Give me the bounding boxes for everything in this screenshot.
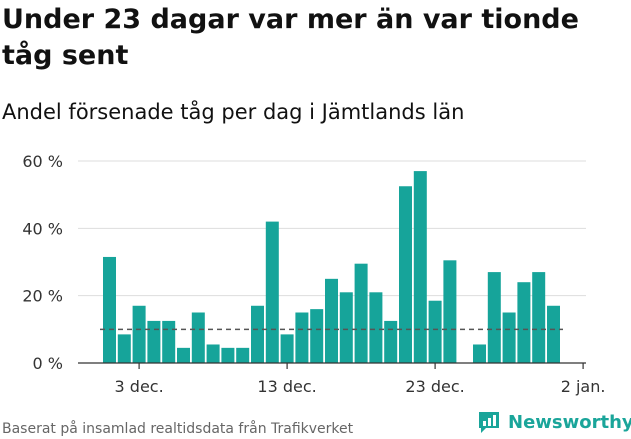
bar [103,256,116,363]
y-tick-label: 40 % [22,219,63,238]
newsworthy-logo-icon [479,412,499,433]
bar [399,186,412,363]
chart-title: Under 23 dagar var mer än var tionde tåg… [2,4,579,71]
x-tick-label: 13 dec. [257,377,316,396]
bar [295,312,309,363]
brand-name: Newsworthy [508,411,631,433]
bar [177,347,190,363]
bar [443,260,457,363]
bar [473,344,486,363]
source-note: Baserat på insamlad realtidsdata från Tr… [2,421,354,437]
bar [221,347,235,363]
bar [547,305,560,363]
y-tick-label: 20 % [22,287,63,306]
grid-lines [78,160,586,297]
x-tick-label: 3 dec. [115,377,164,396]
y-axis-tick-labels: 0 % 20 % 40 % 60 % [22,152,63,373]
bar [191,312,205,363]
bar [517,282,531,363]
bar-chart: 0 % 20 % 40 % 60 % 3 dec. 13 dec. 23 dec. 2 ja… [22,152,606,396]
x-tick-label: 23 dec. [405,377,464,396]
chart-subtitle: Andel försenade tåg per dag i Jämtlands … [2,100,465,124]
bar [280,334,294,363]
bar [117,334,131,363]
bar [487,272,501,363]
bar [132,305,146,363]
x-axis-tick-labels: 3 dec. 13 dec. 23 dec. 2 jan. [115,377,606,396]
bar [162,320,176,363]
bar [325,278,338,363]
bar [384,320,398,363]
x-tick-label: 2 jan. [561,377,606,396]
brand-logo: Newsworthy [476,408,631,436]
bar [147,320,161,363]
y-tick-label: 0 % [33,354,63,373]
bar [265,221,279,363]
y-tick-label: 60 % [22,152,63,171]
bar [413,171,427,363]
bar [428,300,442,363]
x-axis [78,362,586,369]
bar [502,312,516,363]
bar [369,292,383,363]
bar [206,344,220,363]
bar [251,305,264,363]
bar [354,263,368,363]
bar [236,347,250,363]
bars [103,171,560,363]
bar [339,292,353,363]
bar [310,309,324,363]
bar [532,272,546,363]
